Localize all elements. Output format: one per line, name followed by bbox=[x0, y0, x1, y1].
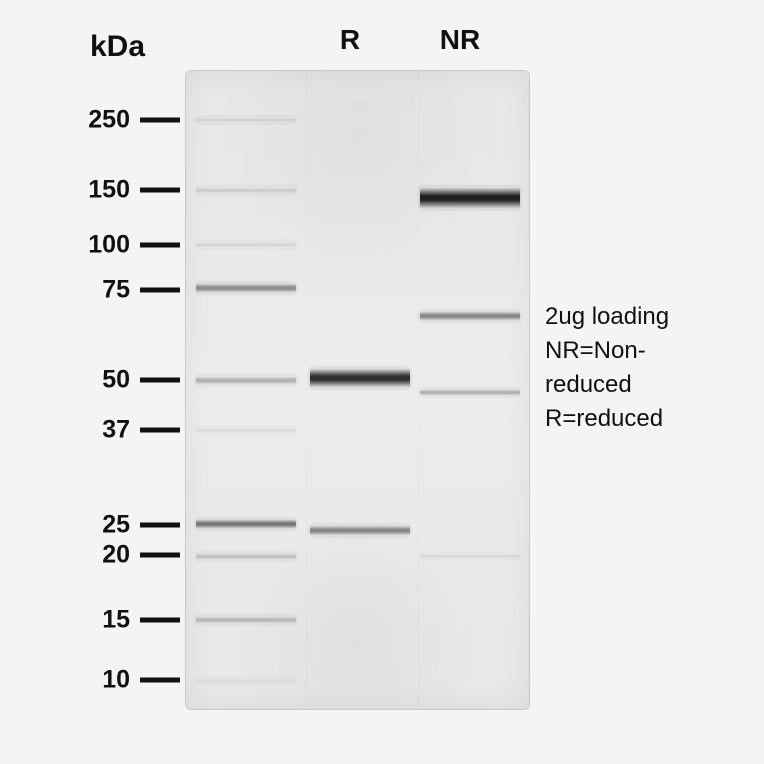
ladder-tick bbox=[140, 678, 180, 683]
ladder-label: 20 bbox=[102, 541, 130, 570]
band-NR bbox=[420, 311, 520, 321]
ladder-tick bbox=[140, 428, 180, 433]
legend-line: NR=Non- bbox=[545, 334, 669, 368]
band-marker bbox=[196, 187, 296, 194]
band-marker bbox=[196, 616, 296, 624]
band-marker bbox=[196, 428, 296, 433]
ladder-label: 150 bbox=[88, 176, 130, 205]
ladder-label: 25 bbox=[102, 511, 130, 540]
band-R bbox=[310, 368, 410, 388]
legend-line: 2ug loading bbox=[545, 300, 669, 334]
band-marker bbox=[196, 376, 296, 385]
ladder-tick bbox=[140, 118, 180, 123]
band-NR bbox=[420, 187, 520, 209]
band-marker bbox=[196, 117, 296, 123]
band-marker bbox=[196, 519, 296, 529]
band-NR bbox=[420, 389, 520, 396]
ladder-label: 15 bbox=[102, 606, 130, 635]
ladder-tick bbox=[140, 523, 180, 528]
ladder-label: 10 bbox=[102, 666, 130, 695]
ladder-label: 100 bbox=[88, 231, 130, 260]
ladder-tick bbox=[140, 288, 180, 293]
band-R bbox=[310, 525, 410, 536]
lane-separator bbox=[306, 71, 307, 709]
legend-line: R=reduced bbox=[545, 402, 669, 436]
lane-header-r: R bbox=[340, 24, 360, 56]
gel-figure: kDa R NR 2ug loading NR=Non- reduced R=r… bbox=[0, 0, 764, 764]
band-marker bbox=[196, 242, 296, 248]
ladder-tick bbox=[140, 378, 180, 383]
kda-title: kDa bbox=[90, 30, 145, 64]
ladder-label: 50 bbox=[102, 366, 130, 395]
band-marker bbox=[196, 678, 296, 683]
legend-line: reduced bbox=[545, 368, 669, 402]
ladder-label: 250 bbox=[88, 106, 130, 135]
ladder-tick bbox=[140, 618, 180, 623]
band-marker bbox=[196, 553, 296, 560]
ladder-label: 37 bbox=[102, 416, 130, 445]
lane-separator bbox=[418, 71, 419, 709]
band-NR bbox=[420, 554, 520, 559]
ladder-label: 75 bbox=[102, 276, 130, 305]
ladder-tick bbox=[140, 188, 180, 193]
ladder-tick bbox=[140, 553, 180, 558]
lane-header-nr: NR bbox=[440, 24, 480, 56]
legend: 2ug loading NR=Non- reduced R=reduced bbox=[545, 300, 669, 436]
ladder-tick bbox=[140, 243, 180, 248]
band-marker bbox=[196, 283, 296, 293]
